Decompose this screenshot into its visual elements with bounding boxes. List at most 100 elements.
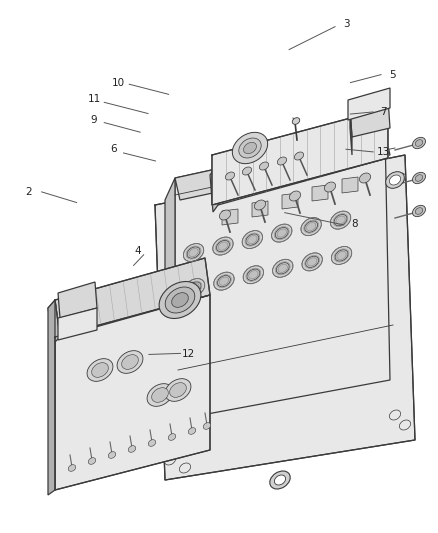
Ellipse shape [272, 258, 321, 302]
Ellipse shape [243, 266, 264, 284]
Ellipse shape [92, 362, 108, 377]
Ellipse shape [217, 377, 223, 383]
Polygon shape [252, 201, 268, 217]
Ellipse shape [330, 211, 351, 229]
Ellipse shape [415, 208, 423, 214]
Ellipse shape [389, 410, 401, 420]
Polygon shape [210, 168, 218, 212]
Polygon shape [342, 177, 358, 193]
Ellipse shape [152, 387, 168, 402]
Ellipse shape [203, 423, 211, 429]
Ellipse shape [165, 287, 195, 313]
Ellipse shape [88, 458, 96, 464]
Ellipse shape [165, 378, 191, 401]
Polygon shape [282, 193, 298, 209]
Ellipse shape [207, 352, 213, 358]
Ellipse shape [294, 152, 304, 160]
Ellipse shape [270, 471, 290, 489]
Ellipse shape [239, 138, 261, 158]
Ellipse shape [275, 228, 288, 239]
Ellipse shape [222, 268, 271, 312]
Polygon shape [48, 300, 55, 495]
Polygon shape [350, 98, 390, 137]
Ellipse shape [226, 172, 235, 180]
Polygon shape [215, 122, 388, 205]
Ellipse shape [209, 203, 221, 213]
Ellipse shape [360, 173, 371, 183]
Ellipse shape [180, 463, 191, 473]
Ellipse shape [242, 167, 251, 175]
Polygon shape [165, 178, 175, 440]
Ellipse shape [213, 237, 233, 255]
Ellipse shape [68, 465, 76, 471]
Ellipse shape [147, 384, 173, 406]
Ellipse shape [202, 367, 208, 373]
Ellipse shape [148, 440, 156, 446]
Text: 5: 5 [389, 70, 396, 79]
Ellipse shape [254, 200, 265, 210]
Ellipse shape [244, 142, 257, 154]
Ellipse shape [214, 272, 234, 290]
Text: 2: 2 [25, 187, 32, 197]
Ellipse shape [302, 253, 322, 271]
Polygon shape [55, 258, 210, 337]
Polygon shape [58, 308, 97, 340]
Ellipse shape [274, 475, 286, 485]
Polygon shape [212, 108, 388, 205]
Ellipse shape [386, 172, 404, 188]
Ellipse shape [399, 420, 410, 430]
Ellipse shape [187, 247, 200, 258]
Ellipse shape [332, 246, 352, 264]
Ellipse shape [301, 217, 321, 236]
Ellipse shape [172, 278, 221, 322]
Ellipse shape [170, 383, 186, 397]
Ellipse shape [247, 269, 260, 280]
Ellipse shape [305, 221, 318, 232]
Ellipse shape [188, 427, 196, 434]
Ellipse shape [327, 252, 366, 287]
Polygon shape [312, 185, 328, 201]
Ellipse shape [226, 272, 266, 308]
Ellipse shape [292, 118, 300, 124]
Ellipse shape [325, 182, 336, 192]
Text: 3: 3 [343, 19, 350, 29]
Ellipse shape [335, 250, 348, 261]
Ellipse shape [272, 224, 292, 242]
Ellipse shape [413, 172, 425, 184]
Polygon shape [348, 88, 390, 120]
Polygon shape [175, 132, 390, 200]
Ellipse shape [122, 354, 138, 369]
Text: 10: 10 [112, 78, 125, 87]
Ellipse shape [170, 220, 180, 230]
Ellipse shape [172, 293, 188, 308]
Ellipse shape [242, 231, 262, 248]
Ellipse shape [216, 240, 230, 252]
Ellipse shape [374, 163, 385, 173]
Ellipse shape [272, 260, 293, 277]
Ellipse shape [415, 175, 423, 181]
Ellipse shape [276, 263, 289, 274]
Ellipse shape [108, 451, 116, 458]
Text: 6: 6 [110, 144, 117, 154]
Ellipse shape [259, 162, 268, 170]
Ellipse shape [159, 281, 201, 319]
Ellipse shape [168, 434, 176, 440]
Text: 4: 4 [134, 246, 141, 255]
Ellipse shape [184, 244, 204, 262]
Ellipse shape [117, 351, 143, 373]
Polygon shape [58, 282, 97, 318]
Polygon shape [155, 155, 415, 480]
Polygon shape [48, 300, 60, 344]
Ellipse shape [306, 256, 318, 268]
Ellipse shape [218, 276, 230, 287]
Polygon shape [222, 209, 238, 225]
Text: 8: 8 [351, 219, 358, 229]
Polygon shape [175, 132, 390, 420]
Ellipse shape [415, 140, 423, 147]
Ellipse shape [246, 234, 259, 245]
Ellipse shape [177, 282, 216, 318]
Ellipse shape [164, 455, 176, 465]
Text: 13: 13 [377, 147, 390, 157]
Text: 9: 9 [91, 115, 98, 125]
Ellipse shape [413, 205, 425, 217]
